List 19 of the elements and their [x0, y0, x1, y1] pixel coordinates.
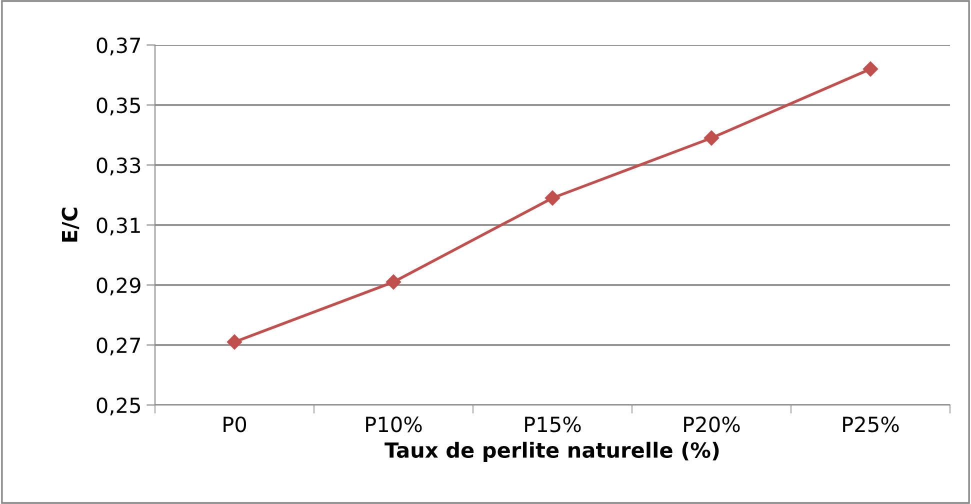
- x-tick-label: P10%: [366, 416, 422, 432]
- y-axis-title: E/C: [62, 208, 80, 242]
- y-tick-label: 0,25: [96, 397, 140, 416]
- y-tick-label: 0,35: [96, 97, 140, 116]
- y-tick-label: 0,27: [96, 337, 140, 356]
- x-tick-label: P20%: [684, 416, 740, 432]
- y-tick-label: 0,31: [96, 217, 140, 236]
- x-tick-label: P0: [224, 416, 246, 432]
- y-tick-label: 0,37: [96, 37, 140, 56]
- y-tick-label: 0,29: [96, 277, 140, 296]
- point: [386, 274, 402, 290]
- point: [226, 334, 242, 350]
- x-tick-label: P25%: [843, 416, 899, 432]
- x-tick-label: P15%: [525, 416, 581, 432]
- point: [862, 61, 878, 77]
- point: [544, 190, 560, 206]
- x-axis-title: Taux de perlite naturelle (%): [384, 442, 719, 462]
- y-tick-label: 0,33: [96, 157, 140, 176]
- point: [704, 130, 720, 146]
